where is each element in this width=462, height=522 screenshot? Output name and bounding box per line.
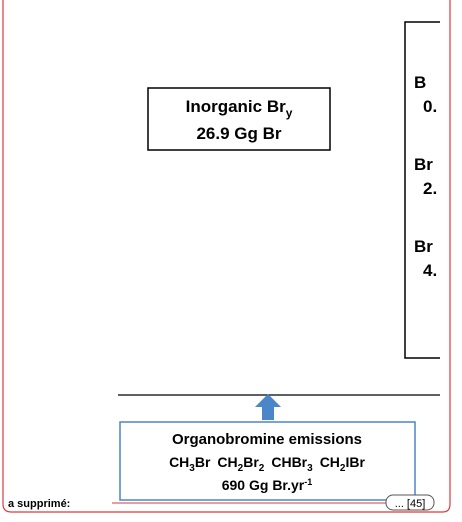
inorganic-box bbox=[147, 87, 331, 151]
subscript: 2 bbox=[259, 463, 265, 474]
subscript: 2 bbox=[340, 463, 346, 474]
right-box-line: Br bbox=[414, 237, 433, 256]
formula-part: CHBr bbox=[271, 454, 307, 470]
subscript: 3 bbox=[189, 463, 195, 474]
revision-frame bbox=[2, 0, 451, 513]
formula-part: IBr bbox=[345, 454, 365, 470]
superscript: -1 bbox=[304, 477, 312, 487]
right-box-line: Br bbox=[414, 155, 433, 174]
name: Inorganic Br bbox=[186, 97, 287, 116]
emissions-box bbox=[119, 421, 416, 501]
formula-part: CH bbox=[217, 454, 237, 470]
emissions-title: Organobromine emissions bbox=[172, 431, 362, 448]
inorganic-amount: 26.9 Gg Br bbox=[196, 124, 281, 143]
up-arrow bbox=[255, 394, 281, 420]
inorganic-name: Inorganic Bry bbox=[186, 97, 293, 120]
right-box-line: 0. bbox=[423, 97, 437, 116]
right-box-line: 2. bbox=[423, 179, 437, 198]
right-box-text: B 0. Br 2. Br 4. bbox=[414, 73, 437, 280]
right-box-line: B bbox=[414, 73, 426, 92]
emissions-rate: 690 Gg Br.yr-1 bbox=[222, 477, 313, 493]
subscript: 2 bbox=[238, 463, 244, 474]
right-box bbox=[404, 21, 440, 359]
formula-part: Br bbox=[195, 454, 211, 470]
emissions-formulas: CH3Br CH2Br2 CHBr3 CH2IBr bbox=[169, 454, 365, 474]
formula-part: Br bbox=[243, 454, 259, 470]
formula-part: CH bbox=[169, 454, 189, 470]
rate: 690 Gg Br.yr bbox=[222, 477, 305, 493]
comment-button-label[interactable]: ... [45] bbox=[395, 498, 426, 510]
subscript: y bbox=[286, 106, 293, 120]
subscript: 3 bbox=[307, 463, 313, 474]
right-box-line: 4. bbox=[423, 261, 437, 280]
right-box-group: B 0. Br 2. Br 4. bbox=[404, 21, 440, 359]
formula-part: CH bbox=[320, 454, 340, 470]
comment-label: a supprimé: bbox=[8, 498, 70, 510]
comment-button[interactable] bbox=[385, 494, 435, 511]
